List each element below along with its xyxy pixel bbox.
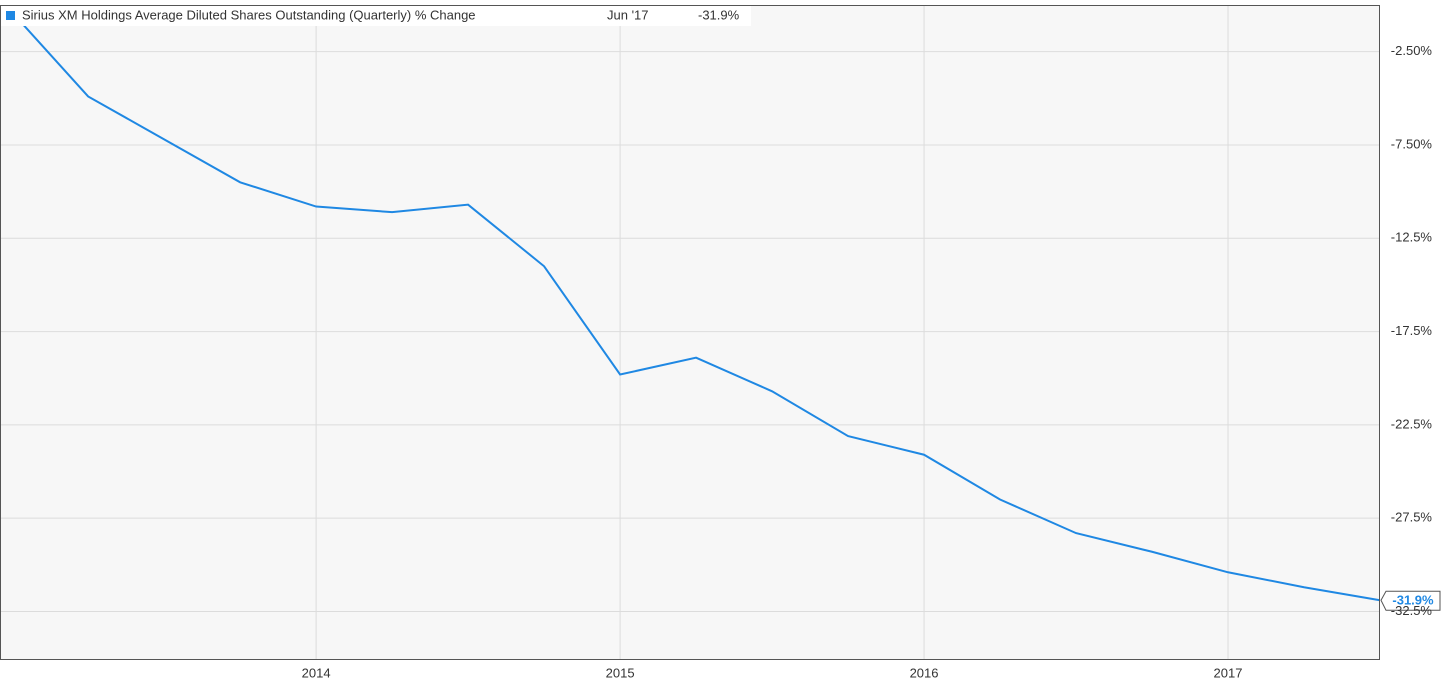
end-flag-box: [1380, 590, 1441, 611]
grid: [0, 5, 1380, 660]
x-tick-label: 2015: [606, 665, 635, 680]
y-tick-label: -12.5%: [1391, 230, 1433, 245]
legend-background: [1, 6, 751, 26]
legend-value: -31.9%: [698, 7, 740, 22]
series-line: [11, 11, 1381, 602]
y-tick-label: -32.5%: [1391, 603, 1433, 618]
y-tick-label: -22.5%: [1391, 416, 1433, 431]
x-tick-label: 2014: [302, 665, 331, 680]
y-tick-label: -7.50%: [1391, 136, 1433, 151]
legend-label: Sirius XM Holdings Average Diluted Share…: [22, 7, 476, 22]
y-tick-label: -27.5%: [1391, 510, 1433, 525]
plot-frame: [0, 5, 1380, 660]
end-flag: -31.9%: [1380, 590, 1441, 611]
series: [11, 11, 1381, 602]
legend-swatch: [6, 11, 15, 20]
y-tick-label: -2.50%: [1391, 43, 1433, 58]
plot-background: [0, 5, 1380, 660]
end-flag-label: -31.9%: [1392, 593, 1434, 608]
x-tick-label: 2016: [910, 665, 939, 680]
y-tick-label: -17.5%: [1391, 323, 1433, 338]
x-tick-label: 2017: [1214, 665, 1243, 680]
legend-date: Jun '17: [607, 7, 649, 22]
